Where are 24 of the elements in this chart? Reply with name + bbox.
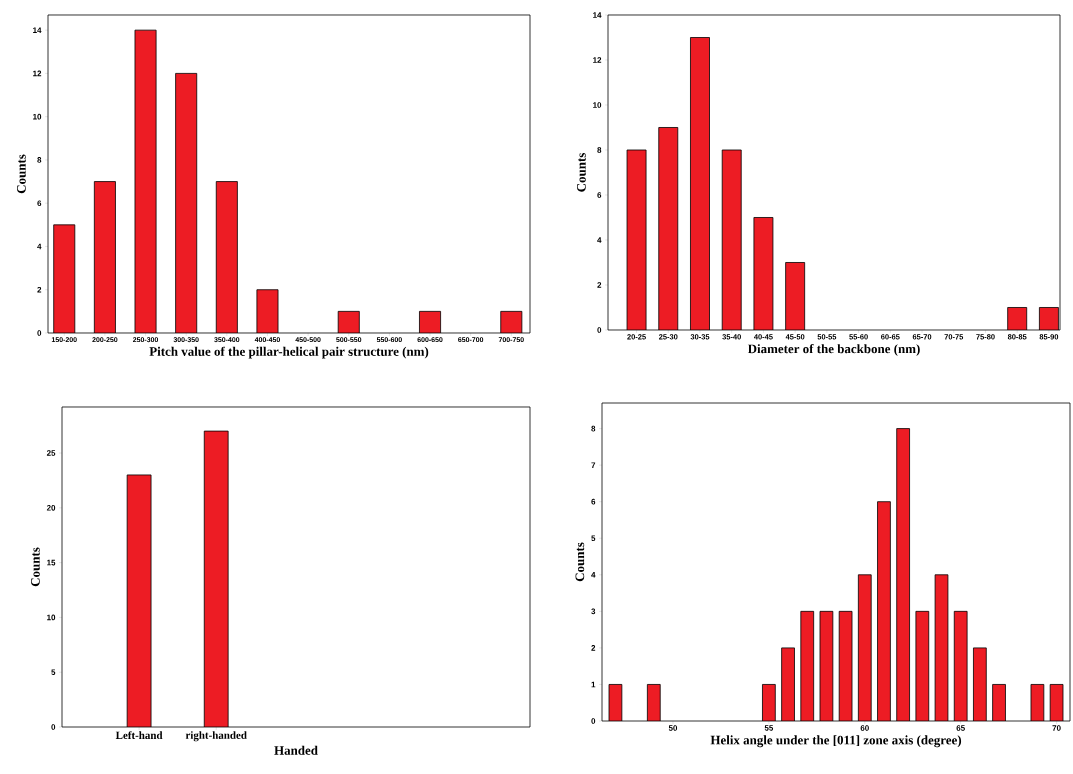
x-axis-title: Handed: [274, 745, 318, 755]
x-axis-title: Pitch value of the pillar-helical pair structure (nm): [149, 346, 429, 359]
x-tick-label: right-handed: [185, 731, 247, 742]
y-axis-title: Counts: [31, 547, 40, 587]
bar: [53, 224, 76, 333]
bar: [721, 149, 742, 330]
bar: [785, 262, 806, 330]
bar: [175, 73, 198, 333]
bar: [93, 181, 116, 333]
y-axis-title: Counts: [575, 542, 585, 582]
bar: [877, 501, 891, 721]
bar: [857, 574, 872, 721]
bar: [896, 428, 910, 721]
bar: [658, 127, 679, 330]
x-axis-title: Diameter of the backbone (nm): [747, 343, 920, 356]
y-axis-title: Counts: [17, 154, 26, 194]
y-axis-title: Counts: [577, 153, 586, 192]
bar: [973, 647, 987, 721]
x-axis-title: Helix angle under the [011] zone axis (degree): [710, 735, 962, 748]
bar: [690, 37, 710, 330]
bar: [781, 647, 795, 721]
bar: [215, 181, 238, 333]
x-tick-label: Left-hand: [115, 731, 163, 740]
bar: [800, 610, 815, 721]
